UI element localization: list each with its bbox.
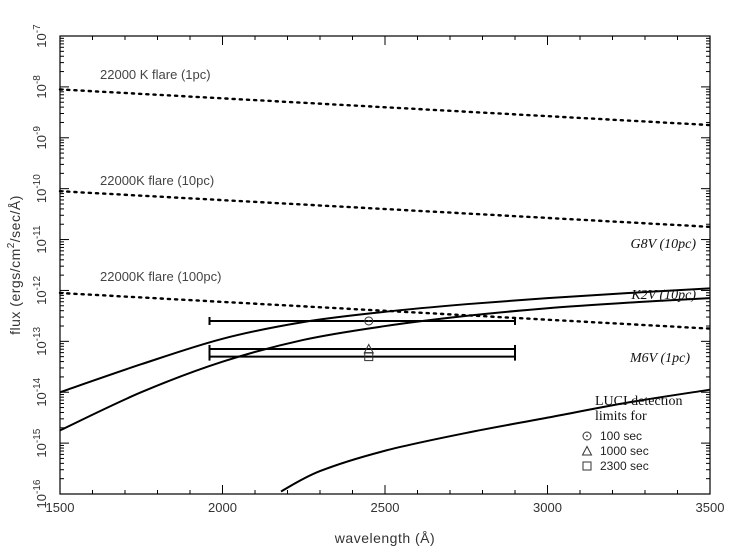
x-tick-label: 1500 bbox=[46, 500, 75, 515]
flare-line bbox=[58, 88, 712, 127]
circle-marker bbox=[364, 316, 374, 326]
y-tick-label: 10-10 bbox=[32, 174, 49, 203]
y-tick-label: 10-12 bbox=[32, 276, 49, 305]
y-tick-base: 10 bbox=[34, 341, 49, 355]
y-tick-base: 10 bbox=[34, 494, 49, 508]
flare-line bbox=[58, 291, 712, 330]
limit-marker bbox=[364, 352, 374, 362]
curve-labels: 22000 K flare (1pc) 22000K flare (10pc) 22… bbox=[100, 67, 696, 366]
y-axis-ticks: 10-1610-1510-1410-1310-1210-1110-1010-91… bbox=[32, 24, 710, 508]
y-tick-label: 10-8 bbox=[32, 75, 49, 99]
legend-item-label: 1000 sec bbox=[600, 444, 649, 458]
y-tick-base: 10 bbox=[34, 33, 49, 47]
y-tick-base: 10 bbox=[34, 84, 49, 98]
star-label: K2V (10pc) bbox=[630, 288, 696, 303]
y-tick-exponent: -10 bbox=[32, 174, 43, 189]
x-tick-label: 3000 bbox=[533, 500, 562, 515]
star-curve bbox=[59, 297, 711, 432]
y-tick-exponent: -12 bbox=[32, 276, 43, 291]
x-axis-ticks: 1500 2000 2500 3000 3500 bbox=[46, 36, 725, 515]
y-tick-label: 10-16 bbox=[32, 479, 49, 508]
y-tick-exponent: -9 bbox=[32, 126, 43, 135]
y-tick-label: 10-7 bbox=[32, 24, 49, 48]
detection-limits bbox=[208, 316, 516, 362]
legend-marker bbox=[581, 445, 593, 456]
star-label: G8V (10pc) bbox=[631, 237, 697, 252]
legend-marker bbox=[582, 461, 592, 471]
y-tick-exponent: -11 bbox=[32, 225, 43, 239]
star-curve bbox=[59, 287, 711, 394]
y-tick-exponent: -13 bbox=[32, 326, 43, 341]
y-tick-exponent: -16 bbox=[32, 479, 43, 494]
flare-label: 22000K flare (10pc) bbox=[100, 173, 214, 188]
y-tick-base: 10 bbox=[34, 290, 49, 304]
star-curve bbox=[280, 388, 711, 493]
circle-marker bbox=[582, 431, 592, 441]
y-tick-label: 10-9 bbox=[32, 126, 49, 150]
flare-label: 22000 K flare (1pc) bbox=[100, 67, 211, 82]
star-lines bbox=[59, 287, 711, 493]
legend-title-line2: limits for bbox=[595, 409, 647, 424]
legend-item-label: 2300 sec bbox=[600, 459, 649, 473]
y-tick-base: 10 bbox=[34, 443, 49, 457]
legend-title-line1: LUCI detection bbox=[595, 394, 682, 409]
plot-border bbox=[59, 35, 711, 495]
x-axis-title: wavelength (Å) bbox=[334, 530, 435, 546]
y-tick-exponent: -7 bbox=[32, 24, 43, 33]
limit-marker bbox=[364, 316, 374, 326]
y-axis-title-post: /sec/Å) bbox=[7, 195, 23, 242]
flare-line bbox=[58, 190, 712, 229]
y-axis-title-pre: flux (ergs/cm bbox=[7, 248, 23, 335]
y-tick-label: 10-11 bbox=[32, 225, 49, 254]
legend-marker bbox=[582, 431, 592, 441]
y-tick-label: 10-13 bbox=[32, 326, 49, 355]
flare-label: 22000K flare (100pc) bbox=[100, 269, 221, 284]
flare-lines bbox=[58, 88, 712, 330]
y-tick-base: 10 bbox=[34, 239, 49, 253]
x-tick-label: 3500 bbox=[696, 500, 725, 515]
y-tick-exponent: -14 bbox=[32, 377, 43, 392]
y-tick-exponent: -8 bbox=[32, 75, 43, 84]
y-axis-title-sup: 2 bbox=[6, 242, 17, 248]
star-label: M6V (1pc) bbox=[629, 351, 690, 366]
plot-frame bbox=[59, 35, 711, 495]
y-tick-base: 10 bbox=[34, 189, 49, 203]
circle-marker-dot bbox=[586, 435, 588, 437]
y-tick-label: 10-15 bbox=[32, 428, 49, 457]
y-tick-base: 10 bbox=[34, 392, 49, 406]
y-tick-label: 10-14 bbox=[32, 377, 49, 406]
circle-marker-dot bbox=[367, 320, 370, 322]
x-tick-label: 2500 bbox=[371, 500, 400, 515]
y-tick-exponent: -15 bbox=[32, 428, 43, 443]
x-tick-label: 2000 bbox=[208, 500, 237, 515]
legend-item-label: 100 sec bbox=[600, 429, 642, 443]
y-axis-title: flux (ergs/cm2/sec/Å) bbox=[6, 195, 23, 335]
y-tick-base: 10 bbox=[34, 135, 49, 149]
